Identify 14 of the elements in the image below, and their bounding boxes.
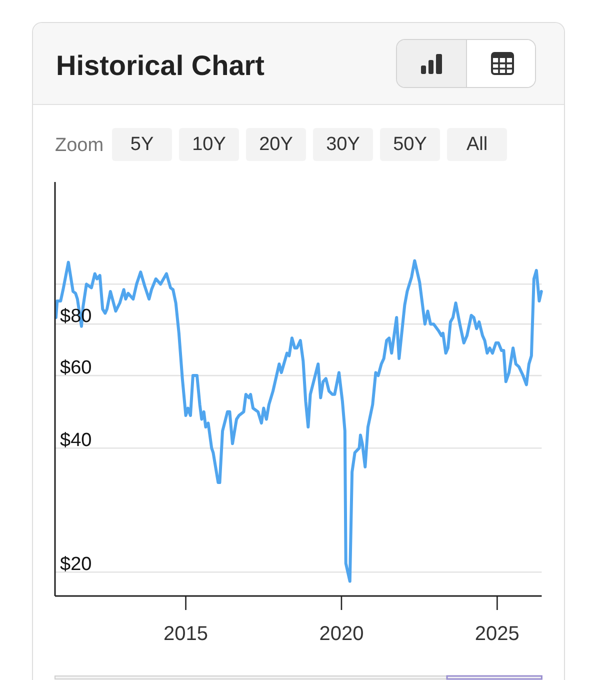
- text: All: [447, 128, 507, 161]
- text: 10Y: [179, 128, 239, 161]
- x-tick-label: 2020: [319, 623, 364, 646]
- y-tick-label: $60: [60, 358, 92, 379]
- x-tick-label: 2015: [164, 623, 208, 646]
- text: 20Y: [246, 128, 306, 161]
- text: 5Y: [112, 128, 172, 161]
- y-tick-label: $40: [60, 430, 92, 452]
- text: 50Y: [380, 128, 440, 161]
- text: Zoom: [55, 135, 104, 157]
- chart-title: Historical Chart: [56, 50, 264, 82]
- y-tick-label: $20: [60, 554, 92, 576]
- text: 30Y: [313, 128, 373, 161]
- x-tick-label: 2025: [474, 623, 520, 646]
